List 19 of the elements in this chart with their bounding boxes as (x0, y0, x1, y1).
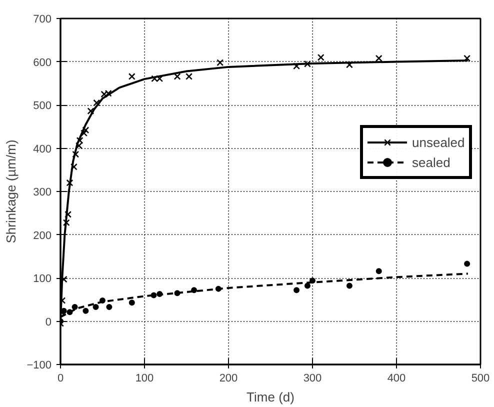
y-tick-label: 200 (33, 230, 52, 242)
y-tick-label: 500 (33, 100, 52, 112)
y-tick-label: 100 (33, 273, 52, 285)
legend-label: unsealed (412, 134, 465, 150)
x-tick-label: 100 (135, 372, 154, 384)
y-tick-label: 600 (33, 56, 52, 69)
x-tick-label: 300 (303, 372, 322, 384)
y-tick-label: 300 (33, 186, 52, 198)
x-axis-title: Time (d) (246, 390, 294, 404)
y-tick-label: 700 (33, 14, 52, 26)
y-axis-title: Shrinkage (µm/m) (4, 140, 19, 244)
x-tick-label: 200 (219, 372, 238, 384)
x-tick-label: 0 (57, 372, 64, 384)
y-tick-label: 0 (45, 316, 52, 328)
legend-label: sealed (412, 154, 450, 170)
x-tick-label: 500 (471, 372, 490, 384)
x-tick-label: 400 (387, 372, 406, 384)
y-tick-label: 400 (33, 143, 52, 156)
y-tick-label: −100 (26, 360, 52, 372)
